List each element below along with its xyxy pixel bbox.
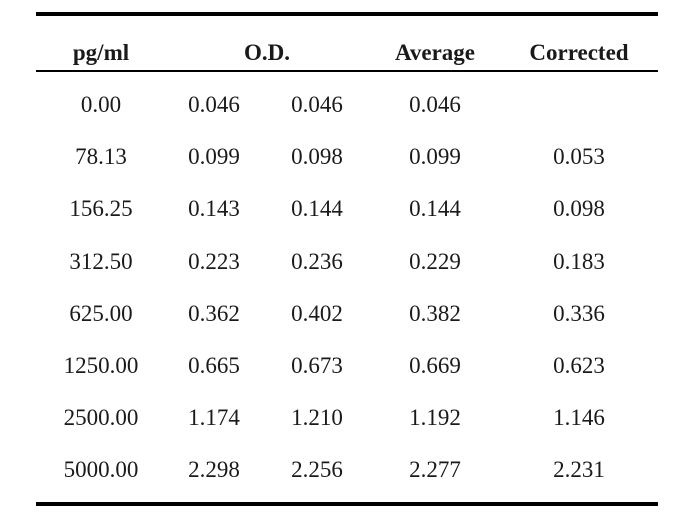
cell-corrected: 0.623	[553, 352, 605, 378]
cell-average: 0.382	[409, 300, 461, 326]
header-average: Average	[394, 40, 476, 65]
header-rule	[36, 70, 658, 72]
cell-concentration: 1250.00	[63, 352, 139, 378]
cell-od1: 0.223	[188, 248, 240, 274]
bottom-rule	[36, 501, 658, 506]
cell-average: 0.669	[409, 352, 461, 378]
table-row: 0.00 0.046 0.046 0.046	[36, 78, 658, 130]
cell-od1: 0.046	[188, 92, 240, 117]
cell-corrected: 0.098	[553, 196, 605, 222]
cell-od1: 0.099	[188, 144, 240, 170]
cell-od1: 1.174	[188, 405, 240, 431]
cell-corrected: 0.183	[553, 248, 605, 274]
cell-average: 2.277	[409, 457, 461, 483]
cell-corrected: 0.336	[553, 300, 605, 326]
cell-od2: 0.236	[291, 248, 343, 274]
table-row: 1250.00 0.665 0.673 0.669 0.623	[36, 339, 658, 391]
top-rule	[36, 12, 658, 16]
cell-od2: 0.144	[291, 196, 343, 222]
cell-concentration: 78.13	[75, 144, 127, 170]
table-row: 156.25 0.143 0.144 0.144 0.098	[36, 182, 658, 234]
cell-concentration: 0.00	[80, 92, 122, 117]
cell-concentration: 312.50	[69, 248, 133, 274]
cell-average: 0.099	[409, 144, 461, 170]
cell-od2: 0.046	[291, 92, 343, 117]
table-row: 312.50 0.223 0.236 0.229 0.183	[36, 235, 658, 287]
cell-concentration: 156.25	[69, 196, 133, 222]
cell-concentration: 2500.00	[63, 405, 139, 431]
cell-od2: 1.210	[291, 405, 343, 431]
table-row: 625.00 0.362 0.402 0.382 0.336	[36, 287, 658, 339]
header-od: O.D.	[244, 40, 290, 65]
table-row: 5000.00 2.298 2.256 2.277 2.231	[36, 443, 658, 495]
cell-concentration: 625.00	[69, 300, 133, 326]
cell-average: 1.192	[409, 405, 461, 431]
cell-concentration: 5000.00	[63, 457, 139, 483]
header-row: pg/ml O.D. Average Corrected	[36, 16, 658, 70]
cell-od1: 0.143	[188, 196, 240, 222]
header-corrected: Corrected	[529, 40, 629, 65]
cell-od1: 0.362	[188, 300, 240, 326]
cell-corrected: 0.053	[553, 144, 605, 170]
cell-corrected: 2.231	[553, 457, 605, 483]
table-row: 2500.00 1.174 1.210 1.192 1.146	[36, 391, 658, 443]
cell-od2: 0.402	[291, 300, 343, 326]
cell-average: 0.144	[409, 196, 461, 222]
header-concentration: pg/ml	[72, 40, 130, 65]
cell-average: 0.046	[409, 92, 461, 117]
table-body: 0.00 0.046 0.046 0.046 78.13 0.099 0.098…	[36, 72, 658, 496]
cell-od1: 0.665	[188, 352, 240, 378]
standard-curve-table: pg/ml O.D. Average Corrected 0.00 0.046 …	[36, 12, 658, 506]
cell-od2: 0.098	[291, 144, 343, 170]
cell-corrected: 1.146	[553, 405, 605, 431]
cell-od1: 2.298	[188, 457, 240, 483]
table-row: 78.13 0.099 0.098 0.099 0.053	[36, 130, 658, 182]
cell-od2: 2.256	[291, 457, 343, 483]
cell-average: 0.229	[409, 248, 461, 274]
cell-od2: 0.673	[291, 352, 343, 378]
